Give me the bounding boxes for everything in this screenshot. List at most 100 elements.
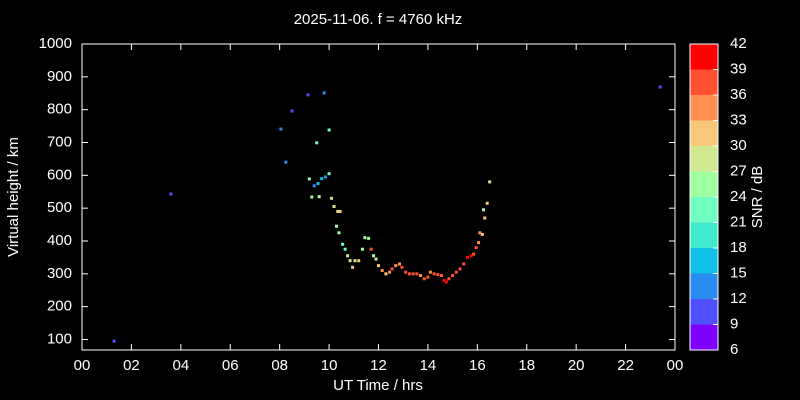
colorbar-band: [690, 120, 718, 146]
point: [485, 201, 489, 205]
point: [415, 272, 419, 276]
point: [290, 109, 294, 113]
point: [451, 273, 455, 277]
colorbar-band: [690, 69, 718, 95]
colorbar-band: [690, 299, 718, 325]
point: [353, 259, 357, 263]
point: [444, 280, 448, 284]
y-tick-label: 1000: [39, 35, 72, 52]
x-tick-label: 12: [370, 357, 387, 374]
point: [422, 277, 426, 281]
colorbar-band: [690, 44, 718, 70]
y-tick-label: 700: [47, 133, 72, 150]
y-tick-label: 100: [47, 330, 72, 347]
point: [400, 265, 404, 269]
plot-frame: [81, 43, 676, 351]
point: [307, 177, 311, 181]
point: [351, 265, 355, 269]
colorbar-band: [690, 324, 718, 350]
y-tick-label: 300: [47, 265, 72, 282]
point: [284, 160, 288, 164]
point: [458, 267, 462, 271]
y-tick-label: 900: [47, 68, 72, 85]
x-tick-label: 02: [123, 357, 140, 374]
point: [279, 127, 283, 131]
chart-title: 2025-11-06. f = 4760 kHz: [294, 11, 463, 28]
colorbar-band: [690, 171, 718, 197]
colorbar-band: [690, 248, 718, 274]
point: [315, 141, 319, 145]
point: [419, 273, 423, 277]
x-tick-label: 22: [617, 357, 634, 374]
x-tick-label: 06: [222, 357, 239, 374]
point: [432, 272, 436, 276]
x-tick-label: 00: [667, 357, 684, 374]
point: [447, 277, 451, 281]
point: [363, 236, 367, 240]
point: [658, 85, 662, 89]
y-tick-label: 400: [47, 232, 72, 249]
point: [327, 172, 331, 176]
colorbar-label: SNR / dB: [749, 166, 766, 229]
colorbar-tick-label: 6: [730, 341, 738, 358]
point: [390, 267, 394, 271]
point: [337, 231, 341, 235]
point: [327, 128, 331, 132]
point: [310, 195, 314, 199]
point: [482, 208, 486, 212]
colorbar-band: [690, 95, 718, 121]
point: [320, 177, 324, 181]
point: [394, 264, 398, 268]
colorbar-tick-label: 18: [730, 239, 747, 256]
point: [336, 209, 340, 213]
point: [398, 262, 402, 266]
y-tick-label: 800: [47, 101, 72, 118]
point: [372, 254, 376, 258]
point: [377, 264, 380, 268]
colorbar-tick-label: 30: [730, 137, 747, 154]
point: [472, 252, 476, 256]
point: [411, 272, 415, 276]
point: [384, 272, 388, 276]
x-tick-label: 08: [271, 357, 288, 374]
point: [306, 93, 310, 97]
point: [428, 270, 432, 274]
point: [323, 175, 327, 179]
colorbar-tick-label: 9: [730, 315, 738, 332]
x-tick-label: 00: [74, 357, 91, 374]
point: [404, 270, 408, 274]
point: [341, 242, 345, 246]
point: [312, 184, 316, 188]
x-tick-label: 04: [172, 357, 189, 374]
point: [360, 247, 364, 251]
point: [322, 91, 326, 95]
point: [332, 205, 336, 209]
colorbar-tick-label: 27: [730, 162, 747, 179]
colorbar-tick-label: 36: [730, 86, 747, 103]
point: [343, 247, 347, 251]
x-tick-label: 14: [420, 357, 437, 374]
point: [454, 270, 458, 274]
colorbar-band: [690, 222, 718, 248]
point: [465, 255, 469, 259]
point: [440, 273, 444, 277]
point: [346, 254, 350, 258]
point: [338, 209, 342, 213]
point: [474, 246, 478, 250]
point: [436, 272, 440, 276]
colorbar-tick-label: 24: [730, 188, 747, 205]
x-tick-label: 10: [321, 357, 338, 374]
point: [369, 247, 373, 251]
colorbar-band: [690, 197, 718, 223]
y-axis-label: Virtual height / km: [5, 137, 22, 257]
point: [478, 231, 482, 235]
y-tick-label: 600: [47, 166, 72, 183]
colorbar-tick-label: 21: [730, 213, 747, 230]
point: [483, 216, 487, 220]
point: [477, 241, 481, 245]
point: [488, 180, 492, 184]
colorbar-tick-label: 42: [730, 35, 747, 52]
point: [367, 236, 371, 240]
